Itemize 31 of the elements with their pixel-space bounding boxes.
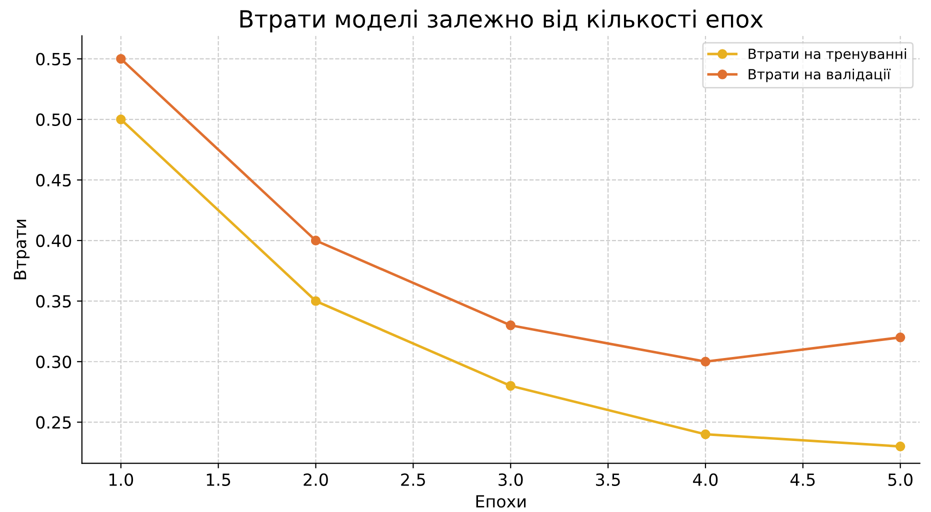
y-tick-label: 0.45 xyxy=(36,174,71,187)
y-axis-title: Втрати xyxy=(14,220,30,280)
x-tick-label: 5.0 xyxy=(888,473,912,486)
point xyxy=(310,296,321,306)
y-tick-label: 0.55 xyxy=(36,52,71,66)
chart-title: Втрати моделі залежно від кількості епох xyxy=(240,10,763,32)
x-tick-label: 1.5 xyxy=(206,474,230,486)
x-axis-title: Епохи xyxy=(476,495,526,508)
x-tick-label: 3.0 xyxy=(498,473,523,486)
point xyxy=(310,236,321,246)
point xyxy=(506,380,516,391)
y-tick-label: 0.50 xyxy=(36,113,72,126)
x-tick-label: 2.5 xyxy=(401,473,425,486)
x-tick-label: 1.0 xyxy=(109,473,134,486)
legend-label: Втрати на валідації xyxy=(748,68,891,82)
point xyxy=(700,356,710,366)
point xyxy=(895,332,906,342)
point xyxy=(700,429,710,440)
y-tick-label: 0.30 xyxy=(36,356,72,368)
x-tick-label: 4.0 xyxy=(693,473,718,486)
x-tick-label: 2.0 xyxy=(304,473,328,486)
legend-label: Втрати на тренуванні xyxy=(748,48,906,62)
point xyxy=(895,442,906,452)
y-tick-label: 0.40 xyxy=(36,234,72,248)
point xyxy=(116,54,126,64)
point xyxy=(506,320,516,330)
point xyxy=(116,114,126,124)
y-tick-label: 0.35 xyxy=(36,295,71,308)
y-tick-label: 0.25 xyxy=(36,416,71,429)
x-tick-label: 3.5 xyxy=(596,473,620,486)
x-tick-label: 4.5 xyxy=(790,474,815,486)
